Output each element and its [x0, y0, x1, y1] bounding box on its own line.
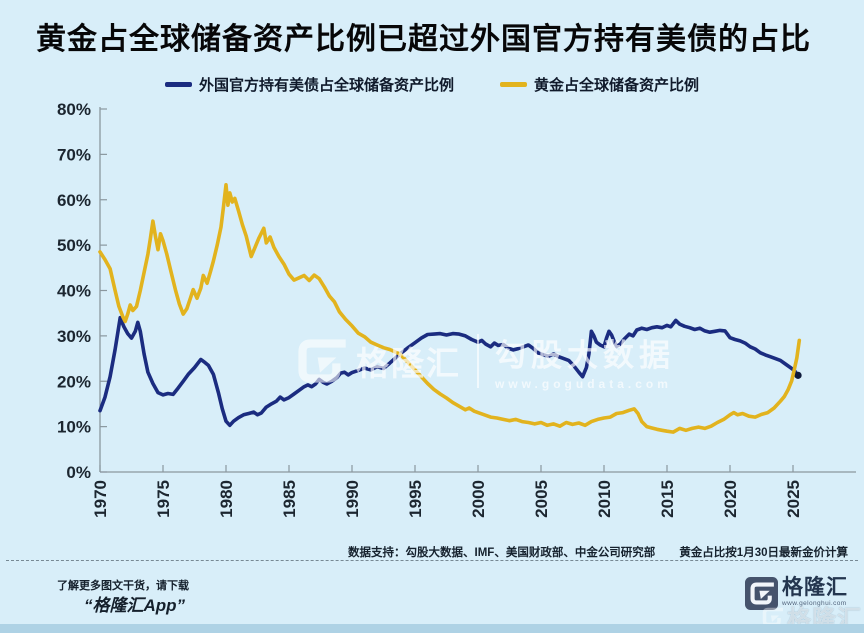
chart-legend: 外国官方持有美债占全球储备资产比例 黄金占全球储备资产比例: [0, 74, 864, 95]
promo-text: 了解更多图文干货，请下载: [57, 580, 189, 592]
y-tick-label: 50%: [57, 236, 91, 255]
x-tick-label: 1995: [406, 480, 425, 518]
gold-price-note: 黄金占比按1月30日最新金价计算: [679, 547, 848, 559]
x-tick-label: 1970: [91, 480, 110, 518]
legend-label-gold: 黄金占全球储备资产比例: [534, 77, 700, 94]
legend-swatch-gold: [500, 82, 527, 87]
data-source-note: 数据支持：勾股大数据、IMF、美国财政部、中金公司研究部 黄金占比按1月30日最…: [348, 544, 848, 560]
gelonghui-logo: 格隆汇 www.gelonghui.com: [745, 577, 848, 610]
x-tick-label: 2025: [784, 480, 803, 518]
x-tick-label: 2015: [658, 480, 677, 518]
x-tick-label: 2010: [595, 480, 614, 518]
logo-url-text: www.gelonghui.com: [782, 600, 847, 607]
logo-text-block: 格隆汇 www.gelonghui.com: [782, 576, 848, 608]
logo-brand-text: 格隆汇: [782, 576, 848, 599]
x-tick-label: 2005: [532, 480, 551, 518]
x-tick-label: 1990: [343, 480, 362, 518]
y-tick-label: 60%: [57, 191, 91, 210]
x-tick-label: 2000: [469, 480, 488, 518]
legend-swatch-us-debt: [164, 82, 192, 87]
y-tick-label: 40%: [57, 282, 91, 301]
gelonghui-g-icon: [298, 338, 346, 383]
y-tick-label: 80%: [57, 100, 91, 119]
series-line-0: [98, 315, 800, 428]
page-title: 黄金占全球储备资产比例已超过外国官方持有美债的占比: [36, 23, 811, 56]
series-line-1: [98, 183, 802, 434]
y-tick-label: 10%: [57, 418, 91, 437]
y-tick-label: 20%: [57, 372, 91, 391]
gelonghui-logo-icon: [745, 577, 778, 610]
watermark-url: www.gogudata.com: [495, 377, 672, 391]
series-end-dot: [794, 371, 802, 379]
x-tick-label: 1980: [217, 480, 236, 518]
legend-label-us-debt: 外国官方持有美债占全球储备资产比例: [198, 77, 454, 94]
data-source-text: 数据支持：勾股大数据、IMF、美国财政部、中金公司研究部: [348, 547, 656, 559]
x-tick-label: 1985: [280, 480, 299, 518]
legend-item-gold: 黄金占全球储备资产比例: [500, 74, 699, 95]
x-tick-label: 1975: [154, 480, 173, 518]
y-tick-label: 30%: [57, 327, 91, 346]
dashed-divider: [6, 560, 858, 561]
promo-app-name: “格隆汇App”: [84, 596, 186, 615]
watermark-center: 格隆汇 勾股大数据 www.gogudata.com: [292, 330, 675, 391]
x-tick-label: 2020: [721, 480, 740, 518]
bottom-strip: [0, 624, 864, 633]
legend-item-us-debt: 外国官方持有美债占全球储备资产比例: [164, 74, 454, 95]
y-tick-label: 70%: [57, 145, 91, 164]
y-tick-label: 0%: [66, 463, 91, 482]
watermark-product: 勾股大数据: [495, 338, 675, 373]
watermark-divider: [477, 333, 479, 388]
watermark-brand: 格隆汇: [356, 344, 461, 382]
